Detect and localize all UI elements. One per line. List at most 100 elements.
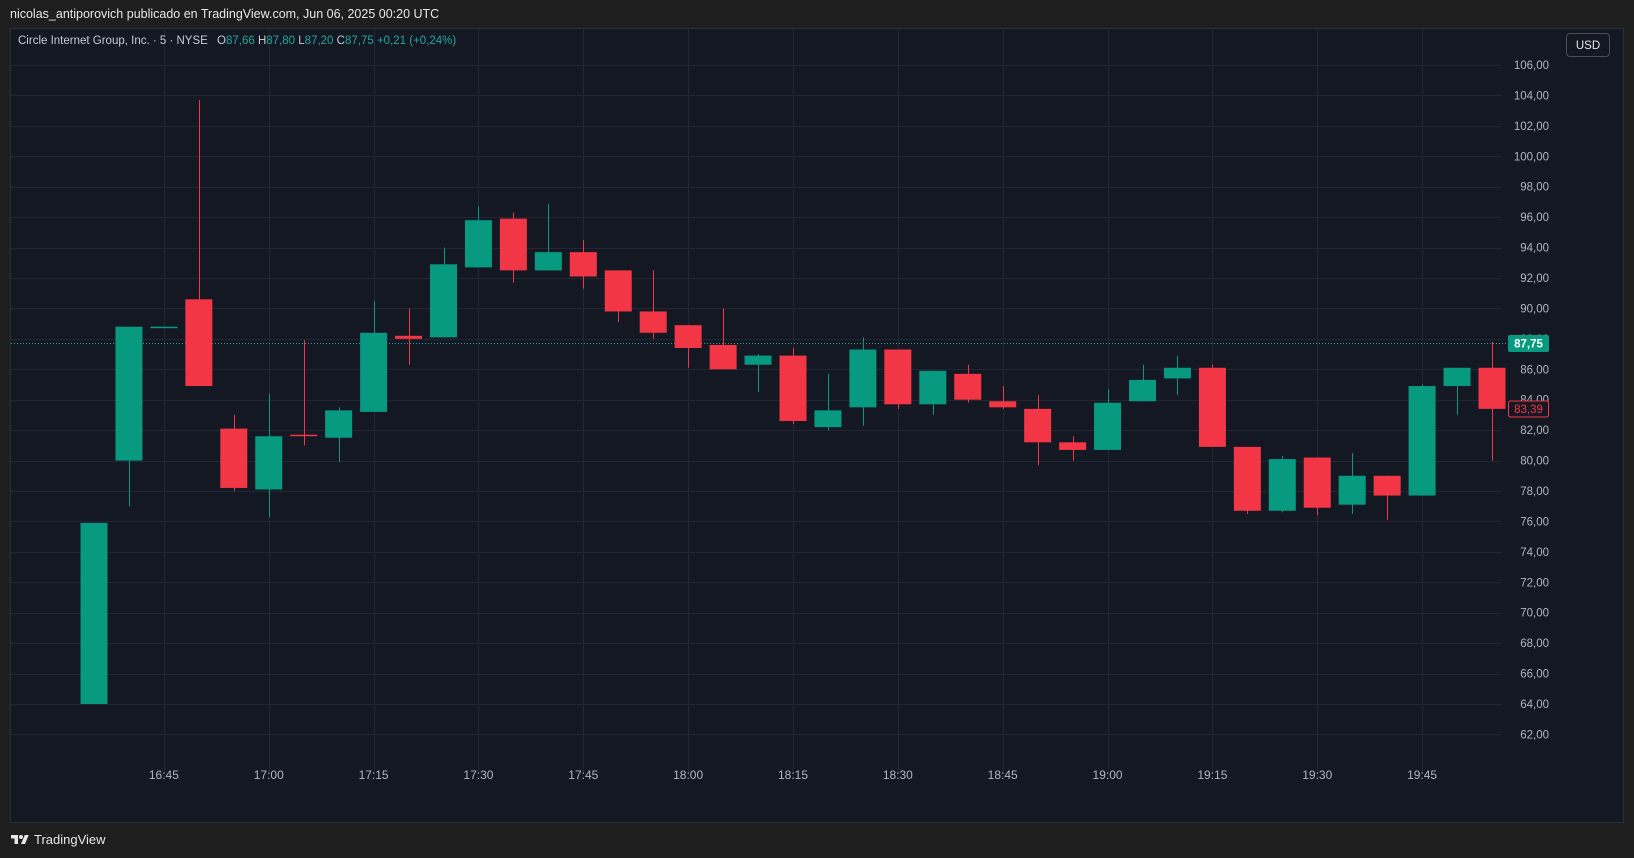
y-tick-label: 90,00 (1520, 303, 1549, 315)
candle (1024, 395, 1052, 466)
candle (220, 414, 248, 491)
marker-price-label: 83,39 (1508, 400, 1549, 418)
high-value: 87,80 (266, 35, 296, 47)
candle-body (1373, 475, 1401, 496)
change-value: +0,21 (+0,24%) (376, 35, 457, 47)
low-label: L (298, 35, 305, 47)
candle-body (604, 270, 632, 312)
candle (534, 203, 562, 271)
marker-price-text: 83,39 (1514, 404, 1543, 416)
candle (779, 347, 807, 425)
candle-body (430, 264, 457, 338)
close-label: C (336, 35, 345, 47)
y-tick-label: 64,00 (1520, 699, 1549, 711)
marker-price-badge (1508, 400, 1549, 418)
y-tick-label: 106,00 (1514, 60, 1549, 72)
candle-body (360, 332, 388, 412)
candle (849, 337, 877, 426)
x-tick-label: 18:00 (673, 768, 703, 782)
candle (360, 300, 388, 412)
candle-body (1303, 457, 1331, 508)
tradingview-logo-icon (11, 835, 29, 844)
y-tick-label: 82,00 (1520, 425, 1549, 437)
candle-body (639, 311, 667, 333)
candle (1163, 355, 1191, 396)
candle-body (395, 335, 423, 339)
candle (464, 206, 492, 268)
candle-body (1129, 379, 1156, 402)
high-label: H (257, 35, 267, 47)
candle-body (325, 410, 353, 438)
x-tick-label: 19:15 (1197, 768, 1227, 782)
candle (185, 99, 213, 387)
footer-brand[interactable]: TradingView (10, 831, 106, 849)
candle-body (989, 401, 1017, 408)
candle (150, 326, 178, 329)
x-tick-label: 19:00 (1093, 768, 1123, 782)
candle-body (1408, 386, 1436, 496)
y-tick-label: 80,00 (1520, 456, 1549, 468)
candle-body (709, 344, 737, 370)
open-value: 87,66 (225, 35, 255, 47)
candle-body (1024, 408, 1052, 443)
candle-body (220, 428, 248, 488)
candle-body (150, 326, 178, 329)
candle-body (814, 410, 842, 428)
candle (639, 270, 667, 339)
y-tick-label: 100,00 (1514, 151, 1549, 163)
chart-panel[interactable]: 62,00 64,00 66,00 68,00 70,00 72,00 74,00 76,00… (10, 28, 1624, 823)
candle-body (744, 355, 772, 365)
candle-body (115, 326, 143, 461)
candle-body (185, 299, 213, 387)
candle (325, 407, 353, 463)
candle (1129, 364, 1156, 402)
y-tick-label: 70,00 (1520, 608, 1549, 620)
candle-body (954, 373, 982, 400)
candle-body (534, 252, 562, 271)
candle-body (919, 370, 947, 405)
y-tick-label: 102,00 (1514, 121, 1549, 133)
candle (1268, 456, 1296, 513)
candle-body (1163, 367, 1191, 379)
candle-body (1233, 446, 1261, 511)
candles (80, 99, 1506, 704)
candle (430, 247, 457, 338)
candlestick-chart[interactable]: 62,00 64,00 66,00 68,00 70,00 72,00 74,00 76,00… (11, 29, 1623, 822)
last-price-badge (1508, 335, 1549, 352)
candle (499, 212, 527, 283)
y-tick-label: 86,00 (1520, 364, 1549, 376)
candle-body (674, 325, 702, 348)
y-tick-label: 78,00 (1520, 486, 1549, 498)
x-tick-label: 17:30 (463, 768, 493, 782)
x-tick-label: 18:15 (778, 768, 808, 782)
y-tick-label: 74,00 (1520, 547, 1549, 559)
candle-body (779, 355, 807, 422)
x-tick-label: 18:30 (883, 768, 913, 782)
candle (709, 308, 737, 370)
publish-info: nicolas_antiporovich publicado en Tradin… (10, 7, 440, 21)
candle (919, 370, 947, 415)
candle (744, 354, 772, 393)
candle (674, 325, 702, 368)
candle (1373, 475, 1401, 520)
candle (1094, 389, 1122, 450)
candle-body (255, 436, 283, 490)
y-tick-label: 94,00 (1520, 243, 1549, 255)
candle-body (569, 252, 597, 277)
candle (1408, 384, 1436, 496)
candle-body (884, 349, 912, 405)
x-tick-label: 17:00 (254, 768, 284, 782)
candle (255, 393, 283, 517)
symbol-legend: Circle Internet Group, Inc. · 5 · NYSE O… (18, 35, 456, 47)
candle-body (499, 218, 527, 271)
footer-brand-label: TradingView (34, 832, 106, 847)
candle-body (1059, 442, 1087, 450)
symbol-name[interactable]: Circle Internet Group, Inc. · 5 · NYSE (18, 35, 208, 47)
currency-button[interactable]: USD (1566, 33, 1610, 57)
x-tick-label: 19:45 (1407, 768, 1437, 782)
y-tick-label: 72,00 (1520, 577, 1549, 589)
x-axis: 16:45 17:00 17:15 17:30 17:45 18:00 18:15 18:30… (149, 768, 1438, 782)
y-tick-label: 98,00 (1520, 182, 1549, 194)
y-tick-label: 92,00 (1520, 273, 1549, 285)
last-price-text: 87,75 (1514, 339, 1543, 351)
